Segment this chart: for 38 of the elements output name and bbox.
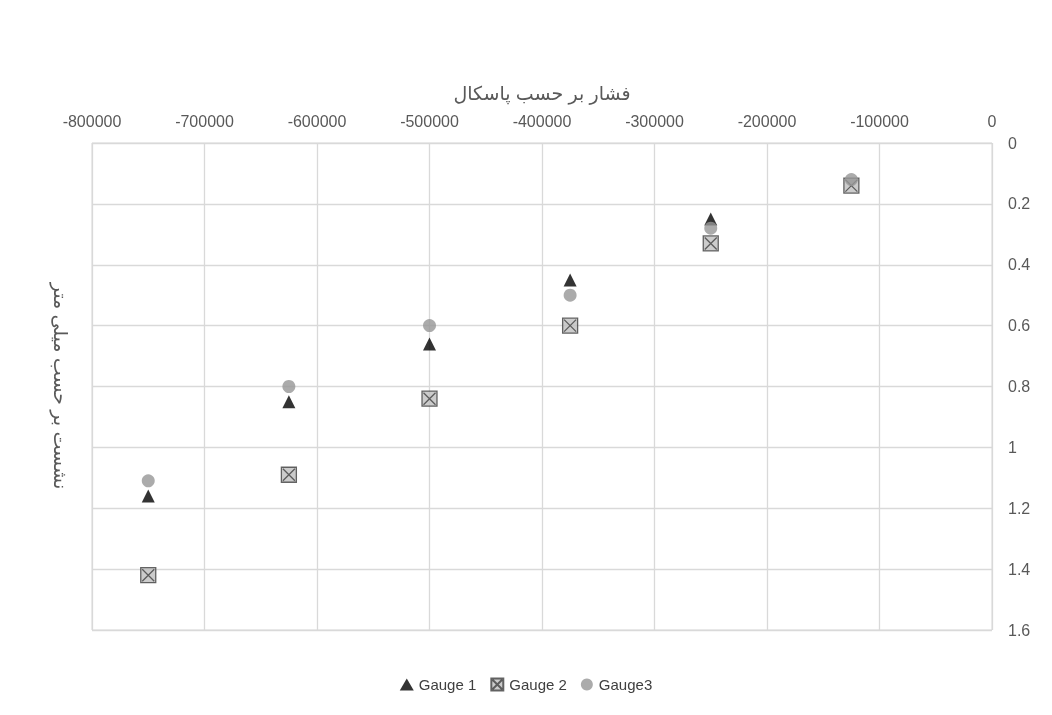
y-tick-label: 0.2 bbox=[1008, 195, 1031, 213]
x-axis-title: فشار بر حسب پاسکال bbox=[453, 83, 631, 105]
x-tick-label: -300000 bbox=[625, 112, 684, 130]
point bbox=[141, 474, 155, 488]
y-tick-label: 0.6 bbox=[1008, 317, 1031, 335]
legend-label: Gauge3 bbox=[598, 676, 653, 693]
point bbox=[141, 489, 155, 503]
point bbox=[421, 390, 438, 407]
y-tick-label: 1.6 bbox=[1008, 621, 1031, 639]
point bbox=[282, 395, 296, 409]
point bbox=[423, 337, 436, 351]
y-tick-label: 1.2 bbox=[1008, 499, 1031, 517]
point bbox=[563, 273, 577, 287]
y-tick-label: 1.4 bbox=[1008, 560, 1031, 578]
point bbox=[282, 380, 296, 393]
x-tick-label: -200000 bbox=[737, 112, 797, 130]
x-tick-label: -700000 bbox=[175, 112, 234, 130]
point bbox=[561, 317, 579, 334]
point bbox=[423, 319, 436, 333]
y-axis-title: نشست بر حسب میلی متر bbox=[48, 281, 71, 490]
point bbox=[844, 173, 858, 187]
x-tick-label: -800000 bbox=[62, 112, 122, 130]
point bbox=[280, 466, 298, 483]
x-tick-label: -600000 bbox=[287, 112, 347, 130]
x-tick-label: -400000 bbox=[512, 112, 572, 130]
point bbox=[563, 288, 577, 302]
legend-label: Gauge 1 bbox=[418, 676, 477, 693]
y-tick-label: 0.4 bbox=[1008, 256, 1031, 274]
legend-label: Gauge 2 bbox=[509, 676, 567, 693]
y-tick-label: 0.8 bbox=[1008, 378, 1031, 395]
point bbox=[704, 221, 718, 235]
x-tick-label: -100000 bbox=[850, 112, 909, 130]
point bbox=[140, 567, 157, 584]
y-tick-label: 1 bbox=[1008, 438, 1017, 456]
x-tick-label: -500000 bbox=[400, 112, 459, 130]
y-tick-label: 0 bbox=[1008, 134, 1017, 152]
point bbox=[702, 235, 719, 252]
x-tick-label: 0 bbox=[987, 112, 997, 130]
